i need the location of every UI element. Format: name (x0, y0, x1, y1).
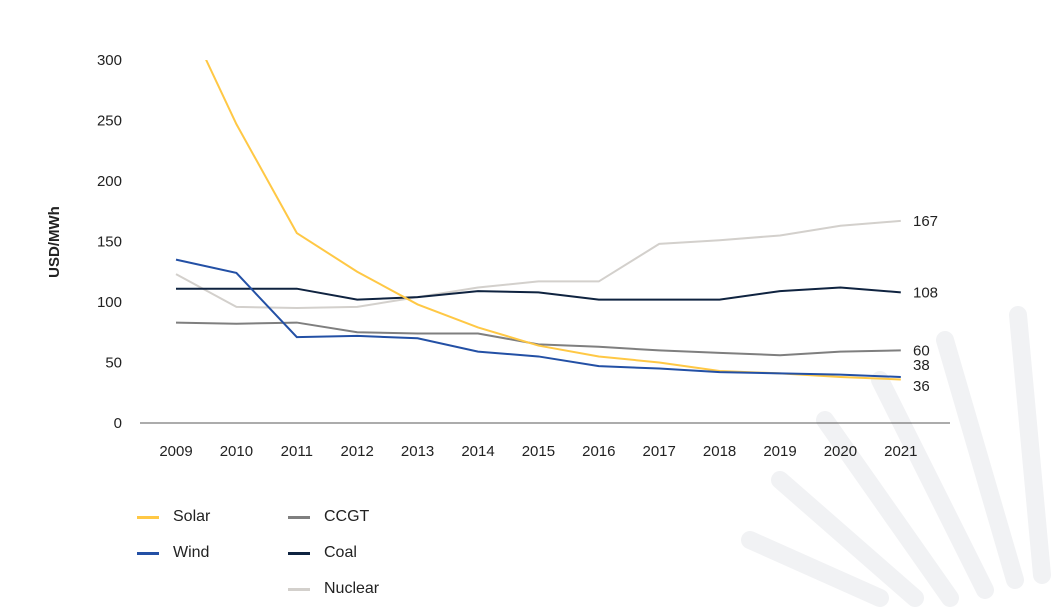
y-tick-label: 250 (97, 113, 122, 130)
x-tick-label: 2019 (763, 443, 796, 460)
y-tick-label: 150 (97, 234, 122, 251)
end-label-ccgt: 60 (913, 342, 930, 359)
y-tick-label: 300 (97, 52, 122, 69)
legend-label: Solar (173, 508, 211, 525)
legend-item-nuclear: Nuclear (288, 580, 379, 598)
legend-label: Nuclear (324, 580, 380, 597)
legend-swatch (288, 587, 310, 591)
legend-label: Coal (324, 544, 357, 561)
decorative-rays (741, 306, 1051, 607)
y-tick-label: 0 (114, 415, 122, 432)
x-tick-label: 2014 (461, 443, 494, 460)
legend-swatch (288, 551, 310, 555)
x-tick-label: 2018 (703, 443, 736, 460)
x-tick-label: 2017 (643, 443, 676, 460)
x-tick-label: 2021 (884, 443, 917, 460)
y-tick-label: 100 (97, 294, 122, 311)
legend-item-solar: Solar (137, 508, 210, 526)
end-label-solar: 36 (913, 378, 930, 395)
x-tick-label: 2013 (401, 443, 434, 460)
legend-swatch (288, 515, 310, 519)
x-tick-label: 2010 (220, 443, 253, 460)
end-label-nuclear: 167 (913, 213, 938, 230)
end-label-wind: 38 (913, 357, 930, 374)
y-axis-label: USD/MWh (46, 206, 63, 278)
x-tick-label: 2009 (159, 443, 192, 460)
series-line-nuclear (175, 219, 901, 310)
x-tick-label: 2012 (341, 443, 374, 460)
series-line-ccgt (175, 321, 901, 357)
series-line-wind (175, 258, 901, 379)
x-tick-label: 2020 (824, 443, 857, 460)
series-line-coal (176, 286, 901, 301)
y-tick-label: 50 (105, 355, 122, 372)
legend-item-ccgt: CCGT (288, 508, 369, 526)
y-tick-label: 200 (97, 173, 122, 190)
legend-item-wind: Wind (137, 544, 209, 562)
end-label-coal: 108 (913, 284, 938, 301)
x-tick-label: 2011 (281, 443, 313, 460)
legend-item-coal: Coal (288, 544, 357, 562)
legend-label: Wind (173, 544, 210, 561)
legend-swatch (137, 551, 159, 555)
legend-swatch (137, 515, 159, 519)
legend-label: CCGT (324, 508, 370, 525)
x-tick-label: 2015 (522, 443, 555, 460)
x-tick-label: 2016 (582, 443, 615, 460)
